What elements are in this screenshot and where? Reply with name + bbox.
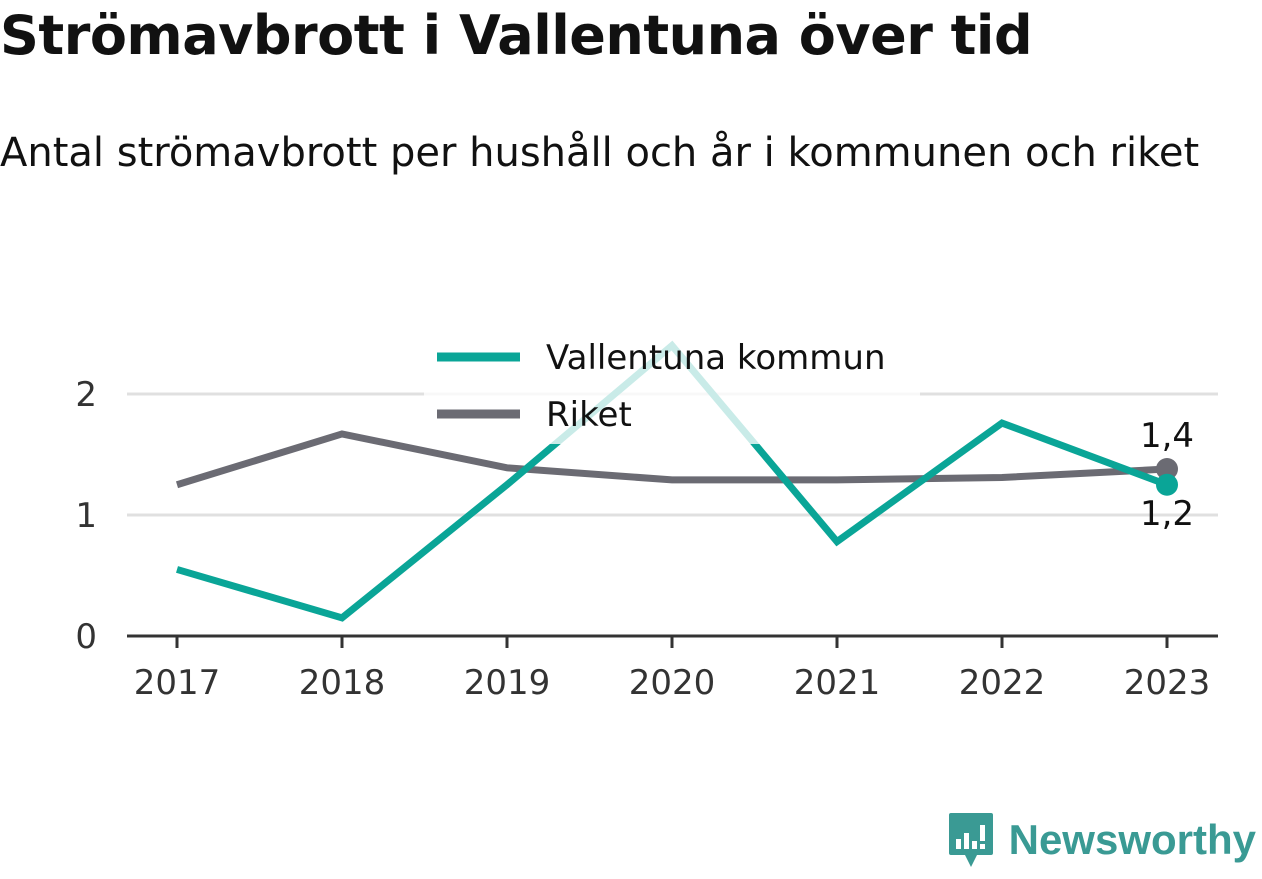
legend-background <box>424 326 920 444</box>
y-tick-label: 0 <box>75 617 97 657</box>
x-tick-label: 2021 <box>794 663 881 703</box>
x-tick-label: 2017 <box>134 663 221 703</box>
x-tick-label: 2018 <box>299 663 386 703</box>
y-tick-label: 1 <box>75 496 97 536</box>
end-point-vallentuna <box>1156 473 1178 496</box>
y-tick-label: 2 <box>75 375 97 415</box>
legend-label-vallentuna: Vallentuna kommun <box>546 338 886 378</box>
end-label-vallentuna: 1,2 <box>1140 494 1194 534</box>
x-axis: 2017 2018 2019 2020 2021 2022 2023 <box>127 634 1218 703</box>
x-tick-label: 2023 <box>1124 663 1211 703</box>
chart-title: Strömavbrott i Vallentuna över tid <box>0 4 1033 67</box>
brand-name: Newsworthy <box>1008 816 1256 863</box>
end-point-riket <box>1156 458 1178 481</box>
legend-label-riket: Riket <box>546 395 632 435</box>
end-labels: 1,4 1,2 <box>1140 416 1194 534</box>
x-tick-label: 2019 <box>464 663 551 703</box>
x-tick-label: 2020 <box>629 663 716 703</box>
end-label-riket: 1,4 <box>1140 416 1194 456</box>
x-tick-label: 2022 <box>959 663 1046 703</box>
chart-logo-icon <box>948 813 993 867</box>
chart-subtitle: Antal strömavbrott per hushåll och år i … <box>0 130 1200 176</box>
series-line-riket <box>175 430 1168 489</box>
newsworthy-logo: Newsworthy <box>947 811 1256 869</box>
legend: Vallentuna kommun Riket <box>424 326 920 444</box>
